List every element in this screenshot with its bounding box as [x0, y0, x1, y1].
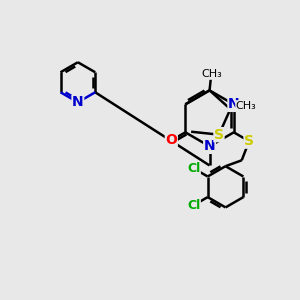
Text: Cl: Cl: [187, 162, 200, 175]
Text: N: N: [72, 95, 84, 109]
Text: Cl: Cl: [187, 199, 200, 212]
Text: CH₃: CH₃: [201, 69, 222, 79]
Text: N: N: [204, 139, 215, 153]
Text: S: S: [244, 134, 254, 148]
Text: N: N: [228, 98, 240, 111]
Text: S: S: [214, 128, 224, 142]
Text: CH₃: CH₃: [236, 101, 256, 111]
Text: O: O: [165, 134, 177, 147]
